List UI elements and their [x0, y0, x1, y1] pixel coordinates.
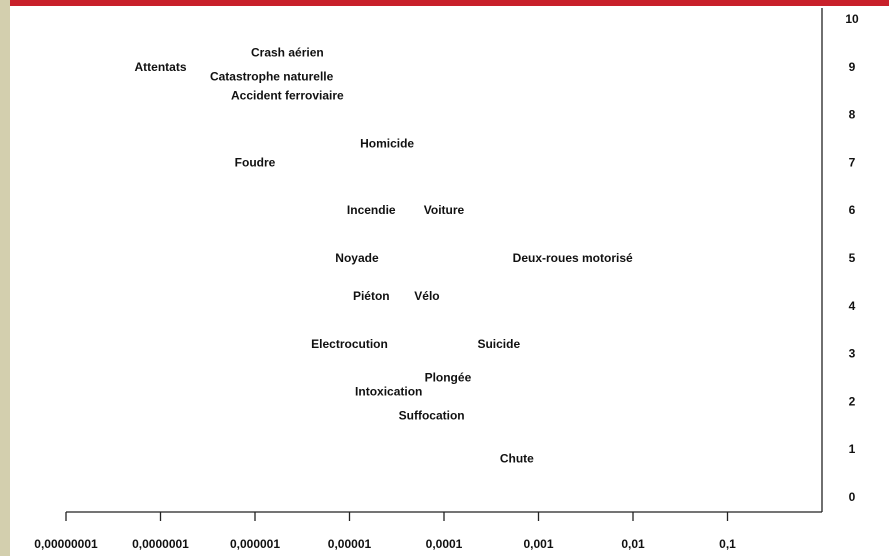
y-tick-label: 8: [849, 108, 856, 122]
point-label: Voiture: [424, 203, 465, 217]
point-label: Electrocution: [311, 337, 388, 351]
x-tick-label: 0,01: [621, 537, 645, 551]
point-label: Catastrophe naturelle: [210, 69, 334, 83]
x-tick-label: 0,0000001: [132, 537, 189, 551]
y-tick-label: 4: [849, 299, 856, 313]
y-tick-label: 6: [849, 203, 856, 217]
x-tick-label: 0,00000001: [34, 537, 98, 551]
y-tick-label: 0: [849, 490, 856, 504]
y-tick-label: 7: [849, 155, 856, 169]
point-label: Attentats: [134, 60, 186, 74]
y-tick-label: 5: [849, 251, 856, 265]
point-label: Plongée: [425, 370, 472, 384]
point-label: Crash aérien: [251, 46, 324, 60]
side-band: [0, 0, 10, 556]
point-label: Chute: [500, 452, 534, 466]
y-tick-label: 9: [849, 60, 856, 74]
point-label: Noyade: [335, 251, 379, 265]
x-tick-label: 0,1: [719, 537, 736, 551]
y-tick-label: 3: [849, 347, 856, 361]
point-label: Intoxication: [355, 385, 422, 399]
point-label: Vélo: [414, 289, 439, 303]
x-tick-label: 0,0001: [426, 537, 463, 551]
x-tick-label: 0,00001: [328, 537, 372, 551]
y-tick-label: 1: [849, 442, 856, 456]
x-tick-label: 0,000001: [230, 537, 280, 551]
y-tick-label: 10: [845, 12, 859, 26]
point-label: Suffocation: [399, 409, 465, 423]
point-label: Foudre: [235, 155, 276, 169]
y-tick-label: 2: [849, 394, 856, 408]
point-label: Accident ferroviaire: [231, 89, 344, 103]
point-label: Suicide: [477, 337, 520, 351]
point-label: Deux-roues motorisé: [513, 251, 633, 265]
top-bar: [10, 0, 889, 6]
point-label: Incendie: [347, 203, 396, 217]
point-label: Piéton: [353, 289, 390, 303]
x-tick-label: 0,001: [523, 537, 553, 551]
point-label: Homicide: [360, 136, 414, 150]
